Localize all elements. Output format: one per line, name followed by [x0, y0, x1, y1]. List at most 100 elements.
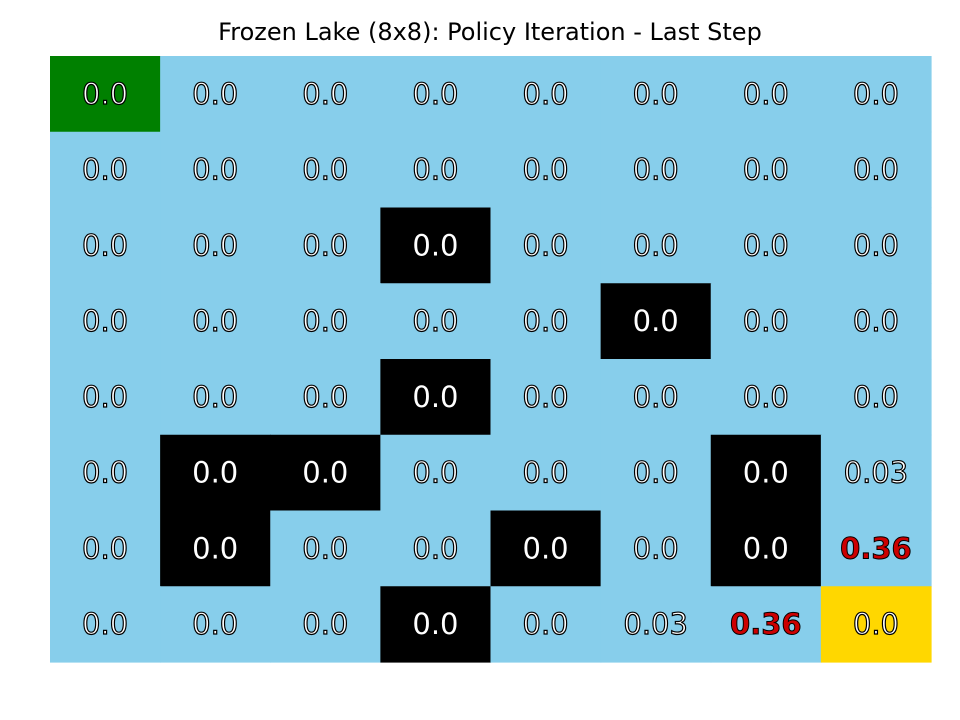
frozen-cell-7-2: [270, 586, 381, 663]
cell-value-6-6: 0.0: [743, 531, 789, 565]
cell-value-5-4: 0.0: [523, 456, 569, 490]
cell-value-5-6: 0.0: [743, 456, 789, 490]
cell-value-7-3: 0.0: [412, 607, 458, 641]
cell-value-6-7: 0.36: [840, 531, 912, 565]
cell-value-3-1: 0.0: [192, 304, 238, 338]
frozen-cell-1-0: [50, 131, 161, 209]
frozen-cell-1-4: [490, 131, 602, 209]
frozen-cell-6-3: [380, 510, 492, 587]
cell-value-6-3: 0.0: [412, 531, 458, 565]
cell-value-2-1: 0.0: [192, 228, 238, 262]
start-cell-0-0: [50, 56, 161, 133]
cell-value-0-1: 0.0: [192, 77, 238, 111]
cell-value-4-1: 0.0: [192, 380, 238, 414]
frozen-cell-6-7: [820, 510, 932, 587]
hole-cell-6-4: [490, 510, 602, 587]
frozen-cell-4-4: [490, 359, 602, 436]
hole-cell-6-6: [710, 510, 822, 587]
frozen-cell-6-0: [50, 510, 161, 587]
frozen-cell-2-5: [600, 207, 712, 284]
cell-value-3-5: 0.0: [633, 304, 679, 338]
frozen-cell-7-1: [160, 586, 271, 663]
frozen-cell-6-2: [270, 510, 381, 587]
cell-value-0-4: 0.0: [523, 77, 569, 111]
frozen-cell-2-2: [270, 207, 381, 284]
frozen-cell-0-4: [490, 56, 602, 133]
frozen-cell-2-4: [490, 207, 602, 284]
cell-value-7-5: 0.03: [623, 607, 688, 641]
hole-cell-5-1: [160, 434, 271, 512]
frozen-cell-0-6: [710, 56, 822, 133]
frozen-cell-1-1: [160, 131, 271, 209]
frozen-cell-1-6: [710, 131, 822, 209]
cell-value-1-3: 0.0: [412, 153, 458, 187]
cell-value-5-7: 0.03: [844, 456, 909, 490]
cell-value-3-0: 0.0: [82, 304, 128, 338]
cell-value-2-2: 0.0: [302, 228, 348, 262]
cell-value-7-6: 0.36: [730, 607, 802, 641]
cell-value-6-4: 0.0: [523, 531, 569, 565]
cell-value-7-1: 0.0: [192, 607, 238, 641]
frozen-cell-0-1: [160, 56, 271, 133]
cell-value-6-0: 0.0: [82, 531, 128, 565]
frozen-cell-0-7: [820, 56, 932, 133]
cell-value-0-3: 0.0: [412, 77, 458, 111]
frozen-cell-4-6: [710, 359, 822, 436]
cell-value-3-6: 0.0: [743, 304, 789, 338]
cell-value-4-5: 0.0: [633, 380, 679, 414]
frozen-cell-3-6: [710, 283, 822, 360]
cell-value-4-3: 0.0: [412, 380, 458, 414]
cell-value-2-5: 0.0: [633, 228, 679, 262]
frozen-cell-5-3: [380, 434, 492, 512]
frozen-cell-1-2: [270, 131, 381, 209]
cell-value-2-3: 0.0: [412, 228, 458, 262]
cell-value-1-0: 0.0: [82, 153, 128, 187]
cell-value-7-4: 0.0: [523, 607, 569, 641]
frozen-cell-2-1: [160, 207, 271, 284]
cell-value-5-1: 0.0: [192, 456, 238, 490]
cell-value-2-6: 0.0: [743, 228, 789, 262]
hole-cell-3-5: [600, 283, 712, 360]
cell-value-4-0: 0.0: [82, 380, 128, 414]
chart-title: Frozen Lake (8x8): Policy Iteration - La…: [218, 18, 762, 46]
cell-value-0-5: 0.0: [633, 77, 679, 111]
frozen-cell-5-7: [820, 434, 932, 512]
frozen-cell-5-4: [490, 434, 602, 512]
cell-value-0-7: 0.0: [853, 77, 899, 111]
frozen-cell-2-6: [710, 207, 822, 284]
frozen-cell-3-3: [380, 283, 492, 360]
goal-cell-7-7: [820, 586, 932, 663]
cell-value-3-4: 0.0: [523, 304, 569, 338]
cell-value-7-7: 0.0: [853, 607, 899, 641]
hole-cell-7-3: [380, 586, 492, 663]
frozen-cell-4-7: [820, 359, 932, 436]
frozen-cell-6-5: [600, 510, 712, 587]
cell-value-7-0: 0.0: [82, 607, 128, 641]
frozen-cell-0-5: [600, 56, 712, 133]
cell-value-1-7: 0.0: [853, 153, 899, 187]
cell-value-2-0: 0.0: [82, 228, 128, 262]
cell-value-4-6: 0.0: [743, 380, 789, 414]
frozen-cell-3-7: [820, 283, 932, 360]
frozen-cell-4-1: [160, 359, 271, 436]
frozen-cell-1-5: [600, 131, 712, 209]
cell-value-5-3: 0.0: [412, 456, 458, 490]
cell-value-3-2: 0.0: [302, 304, 348, 338]
frozen-cell-0-2: [270, 56, 381, 133]
cell-value-1-6: 0.0: [743, 153, 789, 187]
cell-value-4-4: 0.0: [523, 380, 569, 414]
hole-cell-6-1: [160, 510, 271, 587]
frozen-cell-0-3: [380, 56, 492, 133]
cell-value-3-3: 0.0: [412, 304, 458, 338]
cell-value-5-0: 0.0: [82, 456, 128, 490]
frozen-cell-2-7: [820, 207, 932, 284]
frozen-cell-5-5: [600, 434, 712, 512]
cell-value-6-5: 0.0: [633, 531, 679, 565]
cell-value-2-4: 0.0: [523, 228, 569, 262]
frozen-cell-4-0: [50, 359, 161, 436]
hole-cell-5-6: [710, 434, 822, 512]
cell-value-5-5: 0.0: [633, 456, 679, 490]
frozen-cell-1-3: [380, 131, 492, 209]
cell-value-1-4: 0.0: [523, 153, 569, 187]
